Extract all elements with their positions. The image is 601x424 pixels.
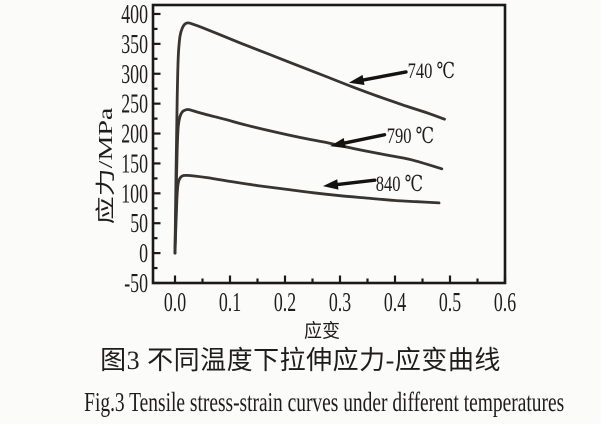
curve-790C bbox=[173, 108, 444, 255]
y-tick-label: 400 bbox=[121, 0, 148, 29]
annotation-label: 840 ℃ bbox=[376, 173, 423, 197]
x-axis-title: 应变 bbox=[304, 321, 340, 343]
x-tick-label: 0.4 bbox=[384, 287, 407, 317]
y-tick-label: 300 bbox=[121, 59, 148, 89]
y-tick-label: 200 bbox=[121, 119, 148, 149]
x-tick-label: 0.0 bbox=[164, 287, 186, 317]
x-tick-label: 0.2 bbox=[274, 287, 296, 317]
curve-840C bbox=[173, 174, 441, 255]
x-tick-label: 0.5 bbox=[439, 287, 461, 317]
x-tick-label: 0.6 bbox=[494, 287, 516, 317]
y-tick-label: 100 bbox=[121, 179, 148, 209]
x-tick-label: 0.3 bbox=[329, 287, 351, 317]
plot-frame bbox=[151, 3, 507, 285]
y-tick-label: 50 bbox=[130, 209, 148, 239]
annotation-arrow-head bbox=[322, 179, 339, 190]
figure-caption-zh: 图3 不同温度下拉伸应力-应变曲线 bbox=[100, 346, 501, 375]
annotation-arrow-line bbox=[332, 178, 377, 187]
x-tick-label: 0.1 bbox=[219, 287, 241, 317]
y-tick-label: 350 bbox=[121, 29, 148, 59]
curve-740C bbox=[173, 21, 446, 255]
y-tick-label: -50 bbox=[124, 268, 148, 298]
annotation-arrow-line bbox=[339, 133, 387, 146]
annotation-arrow-head bbox=[330, 137, 346, 149]
y-tick-label: 250 bbox=[121, 89, 148, 119]
y-axis-title: 应力/MPa bbox=[95, 107, 117, 224]
figure-caption-en: Fig.3 Tensile stress-strain curves under… bbox=[84, 387, 565, 417]
annotation-arrow-line bbox=[357, 70, 408, 83]
annotation-label: 740 ℃ bbox=[408, 60, 455, 84]
y-tick-label: 150 bbox=[121, 149, 148, 179]
stress-strain-chart: 0.0 0.1 0.2 0.3 0.4 0.5 0.6-500501001502002503… bbox=[95, 0, 516, 343]
annotation-arrow-head bbox=[348, 74, 365, 86]
annotation-label: 790 ℃ bbox=[387, 125, 434, 149]
y-tick-label: 0 bbox=[139, 239, 148, 269]
